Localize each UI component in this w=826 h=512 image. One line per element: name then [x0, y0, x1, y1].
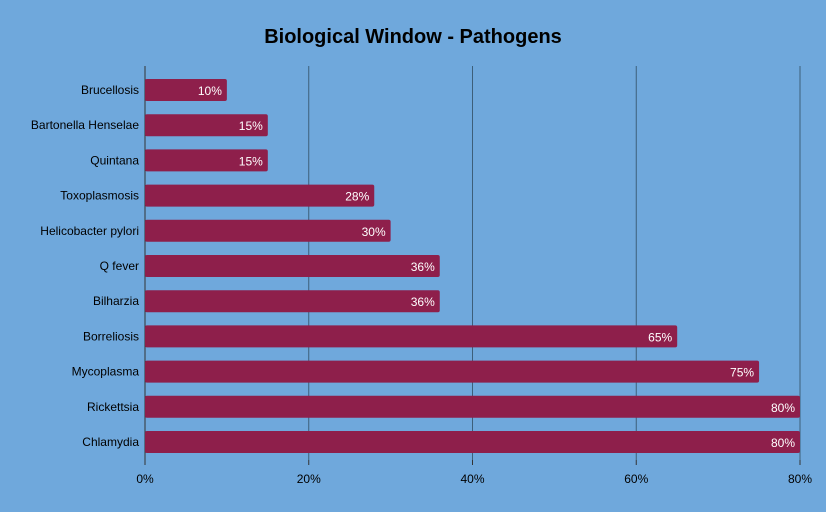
data-label: 75% — [730, 366, 754, 380]
data-label: 65% — [648, 330, 672, 344]
data-label: 10% — [198, 84, 222, 98]
bar — [145, 114, 268, 137]
data-label: 28% — [345, 190, 369, 204]
x-tick-label: 60% — [624, 472, 648, 486]
data-label: 15% — [239, 119, 263, 133]
x-tick-label: 0% — [136, 472, 154, 486]
category-label: Chlamydia — [82, 435, 139, 449]
category-label: Bartonella Henselae — [31, 118, 139, 132]
category-label: Rickettsia — [87, 400, 139, 414]
x-tick-label: 20% — [297, 472, 321, 486]
data-label: 30% — [362, 225, 386, 239]
category-label: Brucellosis — [81, 83, 139, 97]
category-label: Borreliosis — [83, 329, 139, 343]
bar — [145, 219, 391, 242]
bar — [145, 360, 760, 383]
bar — [145, 431, 800, 453]
x-tick-label: 80% — [788, 472, 812, 486]
category-label: Helicobacter pylori — [40, 224, 139, 238]
category-label: Mycoplasma — [72, 365, 140, 379]
data-label: 80% — [771, 436, 795, 450]
x-tick-label: 40% — [460, 472, 484, 486]
data-label: 15% — [239, 154, 263, 168]
bar — [145, 290, 440, 313]
bar — [145, 255, 440, 277]
bar — [145, 325, 678, 348]
chart-title: Biological Window - Pathogens — [264, 26, 562, 48]
bar — [145, 149, 268, 172]
bar — [145, 79, 227, 101]
bar — [145, 184, 375, 207]
category-label: Bilharzia — [93, 294, 139, 308]
category-label: Q fever — [100, 259, 139, 273]
bar — [145, 395, 800, 418]
category-label: Quintana — [90, 153, 139, 167]
data-label: 80% — [771, 401, 795, 415]
data-label: 36% — [411, 260, 435, 274]
category-label: Toxoplasmosis — [60, 189, 139, 203]
data-label: 36% — [411, 295, 435, 309]
